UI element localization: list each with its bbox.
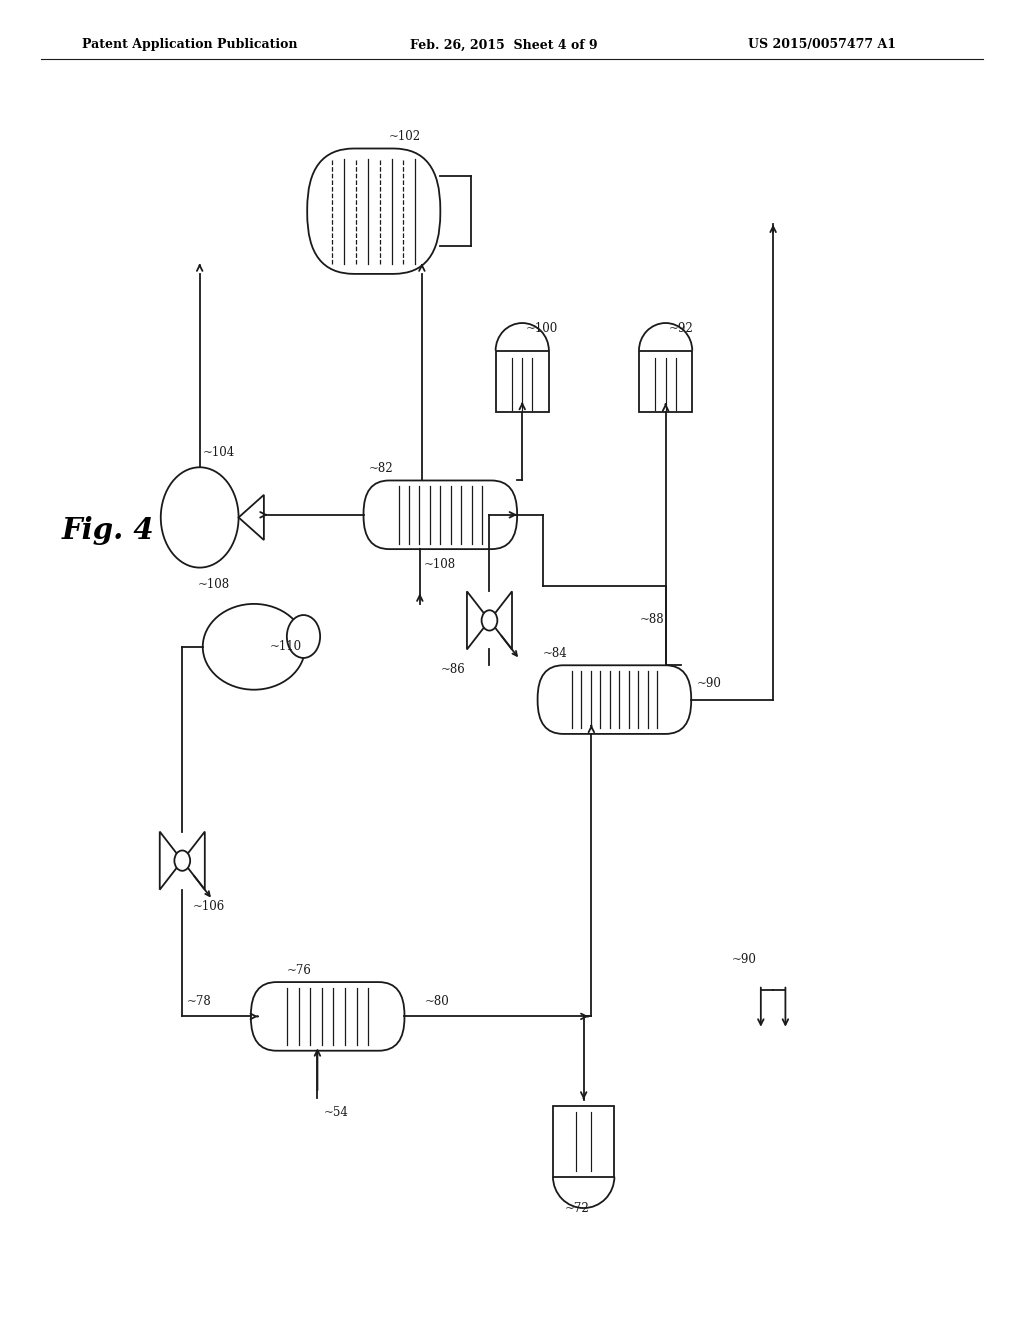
Text: ~104: ~104 xyxy=(203,446,234,459)
Text: ~82: ~82 xyxy=(369,462,393,475)
Text: Patent Application Publication: Patent Application Publication xyxy=(82,38,297,51)
Text: ~108: ~108 xyxy=(198,578,229,591)
Circle shape xyxy=(481,610,498,631)
Text: US 2015/0057477 A1: US 2015/0057477 A1 xyxy=(748,38,896,51)
Polygon shape xyxy=(182,832,205,890)
FancyBboxPatch shape xyxy=(251,982,404,1051)
Text: ~90: ~90 xyxy=(732,953,757,966)
Circle shape xyxy=(174,850,190,871)
Text: ~86: ~86 xyxy=(440,663,465,676)
Text: Fig. 4: Fig. 4 xyxy=(61,516,154,545)
Text: ~88: ~88 xyxy=(640,612,665,626)
Polygon shape xyxy=(489,591,512,649)
Text: ~54: ~54 xyxy=(324,1106,348,1119)
Text: ~72: ~72 xyxy=(565,1201,590,1214)
Text: ~80: ~80 xyxy=(425,995,450,1008)
Text: ~84: ~84 xyxy=(543,647,567,660)
Text: ~76: ~76 xyxy=(287,964,311,977)
FancyBboxPatch shape xyxy=(538,665,691,734)
Text: ~106: ~106 xyxy=(193,900,224,913)
Text: ~100: ~100 xyxy=(525,322,557,335)
FancyBboxPatch shape xyxy=(364,480,517,549)
Text: ~110: ~110 xyxy=(269,640,301,653)
Polygon shape xyxy=(467,591,489,649)
Polygon shape xyxy=(239,495,264,540)
Polygon shape xyxy=(160,832,182,890)
Bar xyxy=(639,351,692,412)
Text: Feb. 26, 2015  Sheet 4 of 9: Feb. 26, 2015 Sheet 4 of 9 xyxy=(410,38,597,51)
Circle shape xyxy=(287,615,321,657)
Ellipse shape xyxy=(203,605,305,689)
Text: ~102: ~102 xyxy=(389,131,421,144)
Text: ~90: ~90 xyxy=(696,677,721,690)
Bar xyxy=(553,1106,614,1176)
FancyBboxPatch shape xyxy=(307,149,440,275)
Circle shape xyxy=(161,467,239,568)
Text: ~108: ~108 xyxy=(424,558,456,570)
Bar xyxy=(496,351,549,412)
Text: ~78: ~78 xyxy=(186,995,211,1008)
Text: ~92: ~92 xyxy=(669,322,693,335)
